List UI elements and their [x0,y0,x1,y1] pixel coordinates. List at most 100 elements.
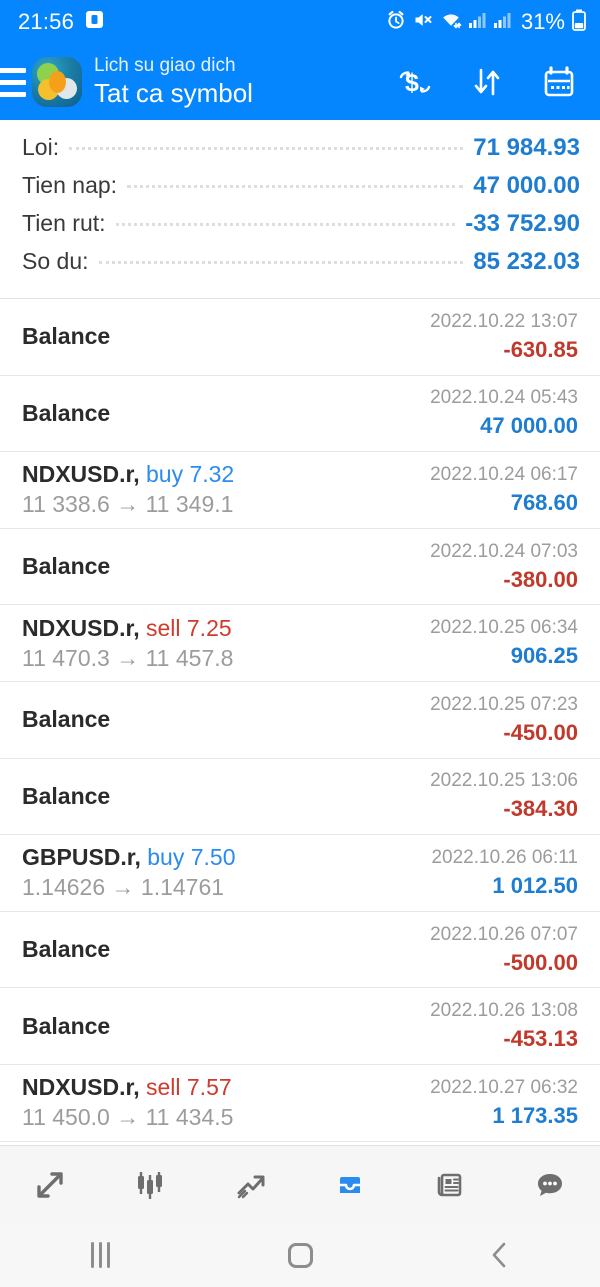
history-inbox-icon[interactable] [307,1152,393,1218]
transaction-prices: 11 450.0 → 11 434.5 [22,1104,234,1131]
table-row[interactable]: NDXUSD.r, buy 7.32 11 338.6 → 11 349.1 202… [0,452,600,529]
transaction-date: 2022.10.25 07:23 [430,693,578,715]
transaction-symbol: Balance [22,1012,111,1039]
summary-value: -33 752.90 [465,210,580,237]
dotted-leader [115,223,456,226]
transaction-detail: Balance [22,936,430,963]
status-bar-left: 21:56 [18,9,104,35]
transaction-meta: 2022.10.25 06:34 906.25 [430,617,578,669]
signal-1-icon [468,11,487,34]
transaction-detail: NDXUSD.r, sell 7.25 11 470.3 → 11 457.8 [22,615,430,672]
table-row[interactable]: Balance 2022.10.25 13:06 -384.30 [0,759,600,836]
android-navigation-bar [0,1223,600,1287]
transaction-detail: Balance [22,323,430,350]
transaction-date: 2022.10.26 07:07 [430,923,578,945]
account-summary: Loi: 71 984.93 Tien nap: 47 000.00 Tien … [0,120,600,298]
transaction-meta: 2022.10.27 06:32 1 173.35 [430,1077,578,1129]
recents-button[interactable] [40,1230,160,1280]
summary-label: Tien nap: [22,172,118,198]
summary-value: 85 232.03 [473,248,580,275]
transaction-amount: 1 173.35 [492,1102,578,1128]
dotted-leader [69,147,464,150]
transaction-amount: -630.85 [503,336,578,362]
app-header: Lich su giao dich Tat ca symbol $ [0,44,600,120]
transaction-symbol: Balance [22,706,111,733]
summary-value: 47 000.00 [473,172,580,199]
transaction-date: 2022.10.26 06:11 [431,846,578,868]
transaction-symbol: NDXUSD.r, sell 7.25 [22,614,232,641]
summary-row-deposit: Tien nap: 47 000.00 [22,172,580,210]
battery-icon [572,9,586,36]
status-clock: 21:56 [18,9,75,34]
summary-row-withdrawal: Tien rut: -33 752.90 [22,210,580,248]
transaction-date: 2022.10.25 13:06 [430,770,578,792]
transaction-meta: 2022.10.26 13:08 -453.13 [430,1000,578,1052]
transaction-amount: -384.30 [503,796,578,822]
back-button[interactable] [440,1230,560,1280]
table-row[interactable]: Balance 2022.10.25 07:23 -450.00 [0,682,600,759]
transaction-prices: 11 338.6 → 11 349.1 [22,491,234,518]
transaction-meta: 2022.10.25 07:23 -450.00 [430,694,578,746]
summary-row-balance: So du: 85 232.03 [22,248,580,286]
signal-2-icon [493,11,512,34]
transaction-date: 2022.10.26 13:08 [430,1000,578,1022]
transaction-prices: 1.14626 → 1.14761 [22,874,225,901]
header-titles: Lich su giao dich Tat ca symbol [94,56,392,107]
transaction-date: 2022.10.24 06:17 [430,463,578,485]
transaction-amount: -450.00 [503,719,578,745]
alarm-icon [386,10,406,35]
calendar-icon[interactable] [536,59,582,105]
transaction-detail: Balance [22,1013,430,1040]
transaction-meta: 2022.10.24 05:43 47 000.00 [430,387,578,439]
summary-label: So du: [22,248,89,274]
table-row[interactable]: GBPUSD.r, buy 7.50 1.14626 → 1.14761 2022.… [0,835,600,912]
transaction-side: buy 7.32 [139,461,235,488]
transaction-symbol: Balance [22,936,111,963]
transaction-meta: 2022.10.24 06:17 768.60 [430,464,578,516]
status-bar: 21:56 [0,0,600,44]
deposit-withdraw-icon[interactable]: $ [392,59,438,105]
transaction-detail: GBPUSD.r, buy 7.50 1.14626 → 1.14761 [22,844,431,901]
hamburger-menu-icon[interactable] [0,67,26,97]
table-row[interactable]: Balance 2022.10.26 13:08 -453.13 [0,988,600,1065]
transaction-side: sell 7.57 [139,1074,232,1101]
transaction-meta: 2022.10.24 07:03 -380.00 [430,541,578,593]
transaction-amount: -380.00 [503,566,578,592]
summary-label: Loi: [22,134,60,160]
table-row[interactable]: NDXUSD.r, sell 7.25 11 470.3 → 11 457.8 20… [0,605,600,682]
transaction-amount: -500.00 [503,949,578,975]
transaction-amount: 768.60 [510,489,578,515]
table-row[interactable]: Balance 2022.10.26 07:07 -500.00 [0,912,600,989]
table-row[interactable]: Balance 2022.10.24 05:43 47 000.00 [0,376,600,453]
news-icon[interactable] [407,1152,493,1218]
sort-icon[interactable] [464,59,510,105]
table-row[interactable]: Balance 2022.10.22 13:07 -630.85 [0,299,600,376]
transaction-date: 2022.10.24 05:43 [430,387,578,409]
summary-label: Tien rut: [22,210,106,236]
charts-candlestick-icon[interactable] [107,1152,193,1218]
transaction-symbol: NDXUSD.r, buy 7.32 [22,461,235,488]
table-row[interactable]: NDXUSD.r, sell 7.57 11 450.0 → 11 434.5 20… [0,1065,600,1142]
transaction-meta: 2022.10.26 07:07 -500.00 [430,924,578,976]
header-actions: $ [392,59,588,105]
transaction-detail: NDXUSD.r, buy 7.32 11 338.6 → 11 349.1 [22,461,430,518]
chat-icon[interactable] [507,1152,593,1218]
mute-icon [413,10,433,35]
header-subtitle: Lich su giao dich [94,55,236,77]
wifi-icon [440,10,462,35]
trade-trend-icon[interactable] [207,1152,293,1218]
transaction-meta: 2022.10.22 13:07 -630.85 [430,311,578,363]
home-button[interactable] [240,1230,360,1280]
quotes-icon[interactable] [7,1152,93,1218]
app-logo-icon [32,57,82,107]
bottom-navigation [0,1145,600,1223]
transaction-detail: NDXUSD.r, sell 7.57 11 450.0 → 11 434.5 [22,1074,430,1131]
transaction-detail: Balance [22,400,430,427]
transaction-detail: Balance [22,553,430,580]
transaction-symbol: Balance [22,323,111,350]
table-row[interactable]: Balance 2022.10.24 07:03 -380.00 [0,529,600,606]
transaction-detail: Balance [22,706,430,733]
transaction-list[interactable]: Balance 2022.10.22 13:07 -630.85 Balance 202… [0,298,600,1145]
transaction-amount: -453.13 [503,1026,578,1052]
